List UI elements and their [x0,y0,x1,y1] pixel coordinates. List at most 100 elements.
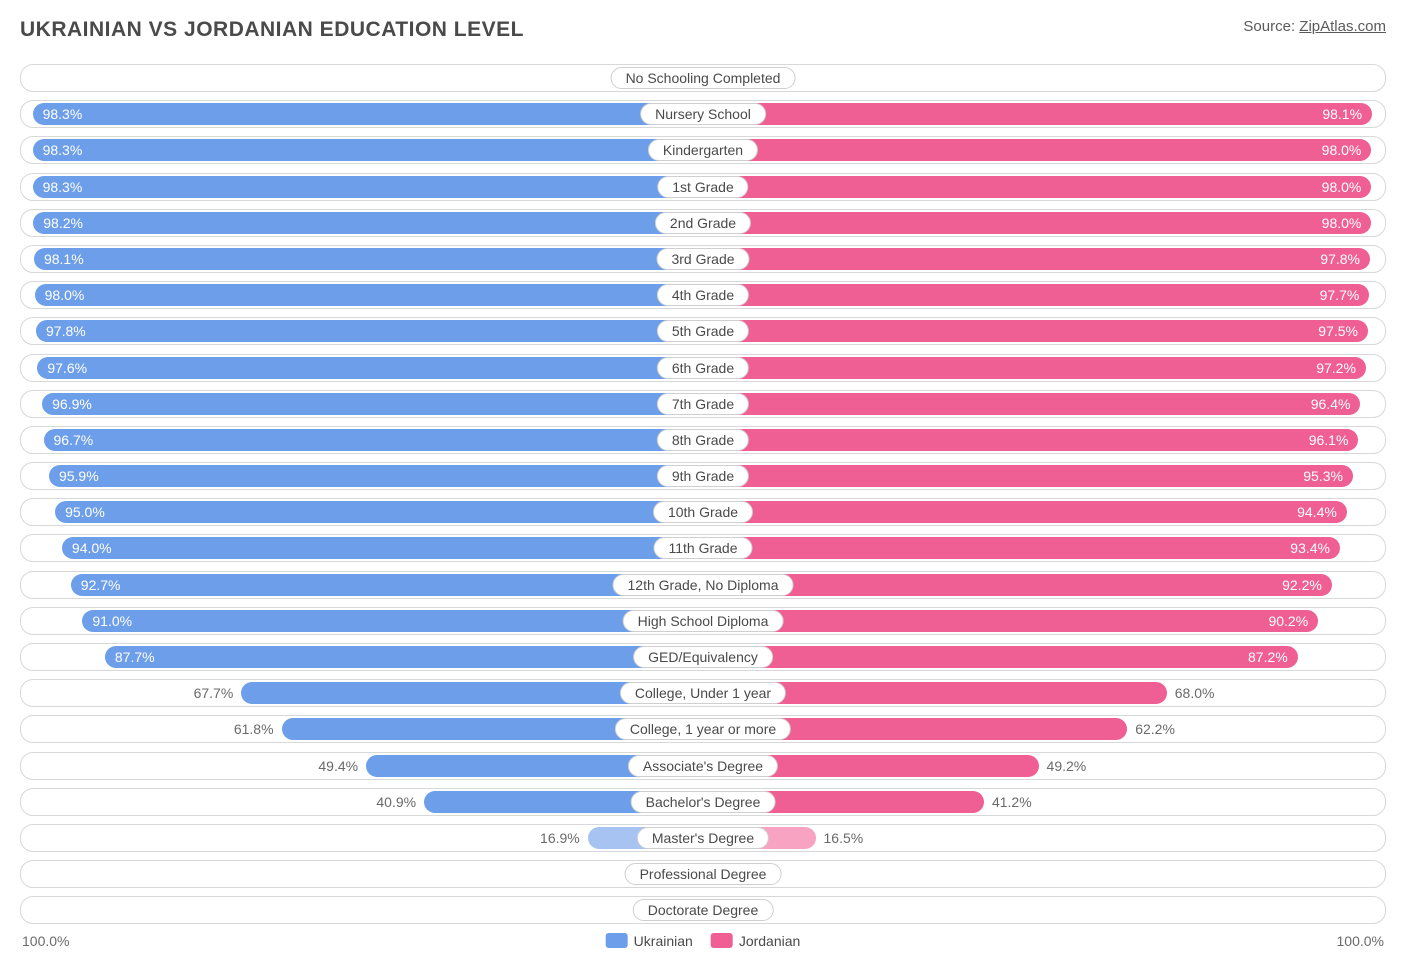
value-right: 62.2% [1135,721,1175,737]
chart-row: 98.0%97.7%4th Grade [20,281,1386,309]
value-right: 92.2% [1282,577,1322,593]
chart-title: UKRAINIAN VS JORDANIAN EDUCATION LEVEL [20,18,524,42]
chart-row: 92.7% 92.2% 12th Grade, No Diploma [20,571,1386,599]
bar-right [703,465,1353,487]
bar-left [33,212,703,234]
category-label: 6th Grade [657,357,749,379]
value-left: 87.7% [115,649,155,665]
category-label: Nursery School [640,103,766,125]
category-label: 3rd Grade [656,248,749,270]
diverging-bar-chart: 1.8%2.0%No Schooling Completed 98.3% 98.1%… [20,64,1386,924]
value-left: 95.0% [65,504,105,520]
value-right: 87.2% [1248,649,1288,665]
category-label: 8th Grade [657,429,749,451]
category-label: Kindergarten [648,139,758,161]
bar-right [703,574,1332,596]
chart-row: 2.1%2.0%Doctorate Degree [20,896,1386,924]
bar-left [34,248,703,270]
value-right: 96.4% [1311,396,1351,412]
bar-right [703,501,1347,523]
legend-item-left: Ukrainian [606,933,693,949]
chart-row: 97.6% 97.2% 6th Grade [20,354,1386,382]
legend-label-right: Jordanian [739,933,801,949]
bar-left [62,537,703,559]
legend-label-left: Ukrainian [634,933,693,949]
chart-row: 98.3% 98.0% Kindergarten [20,136,1386,164]
category-label: 12th Grade, No Diploma [613,574,794,596]
category-label: 1st Grade [657,176,748,198]
chart-row: 5.1%4.7%Professional Degree [20,860,1386,888]
value-right: 97.8% [1320,251,1360,267]
chart-row: 96.9%96.4%7th Grade [20,390,1386,418]
value-left: 94.0% [72,540,112,556]
bar-right [703,537,1340,559]
chart-row: 40.9%41.2%Bachelor's Degree [20,788,1386,816]
bar-left [49,465,703,487]
value-right: 97.2% [1316,360,1356,376]
chart-footer: 100.0% Ukrainian Jordanian 100.0% [20,933,1386,955]
bar-right [703,103,1372,125]
bar-left [33,103,703,125]
value-left: 92.7% [81,577,121,593]
chart-row: 97.8%97.5%5th Grade [20,317,1386,345]
category-label: High School Diploma [623,610,784,632]
value-left: 98.2% [43,215,83,231]
value-left: 98.0% [45,287,85,303]
bar-right [703,610,1318,632]
chart-row: 94.0%93.4%11th Grade [20,534,1386,562]
value-left: 98.3% [43,106,83,122]
value-right: 49.2% [1047,758,1087,774]
bar-left [55,501,703,523]
bar-right [703,320,1368,342]
category-label: 11th Grade [653,537,752,559]
chart-container: UKRAINIAN VS JORDANIAN EDUCATION LEVEL S… [0,0,1406,975]
value-right: 41.2% [992,794,1032,810]
value-left: 61.8% [234,721,274,737]
value-right: 16.5% [824,830,864,846]
chart-row: 49.4%49.2%Associate's Degree [20,752,1386,780]
value-right: 98.1% [1322,106,1362,122]
axis-right-label: 100.0% [1337,933,1384,949]
value-right: 98.0% [1322,215,1362,231]
bar-right [703,176,1371,198]
source-attribution: Source: ZipAtlas.com [1243,18,1386,35]
value-right: 98.0% [1322,179,1362,195]
value-left: 97.6% [47,360,87,376]
category-label: Professional Degree [625,863,782,885]
bar-left [33,176,703,198]
value-right: 97.5% [1318,323,1358,339]
value-right: 98.0% [1322,142,1362,158]
chart-row: 67.7%68.0%College, Under 1 year [20,679,1386,707]
value-left: 98.1% [44,251,84,267]
category-label: Associate's Degree [628,755,778,777]
category-label: GED/Equivalency [633,646,773,668]
legend-swatch-right [711,933,733,948]
chart-row: 87.7% 87.2% GED/Equivalency [20,643,1386,671]
bar-right [703,284,1369,306]
chart-row: 1.8%2.0%No Schooling Completed [20,64,1386,92]
category-label: 9th Grade [657,465,749,487]
value-right: 90.2% [1268,613,1308,629]
bar-left [42,393,703,415]
legend: Ukrainian Jordanian [606,933,801,949]
bar-left [36,320,703,342]
axis-left-label: 100.0% [22,933,69,949]
category-label: College, 1 year or more [615,718,791,740]
bar-right [703,429,1358,451]
source-prefix: Source: [1243,18,1299,35]
bar-left [37,357,703,379]
bar-right [703,393,1360,415]
chart-row: 91.0%90.2%High School Diploma [20,607,1386,635]
bar-right [703,357,1366,379]
value-right: 95.3% [1303,468,1343,484]
bar-right [703,248,1370,270]
value-left: 97.8% [46,323,86,339]
chart-row: 98.3%98.0%1st Grade [20,173,1386,201]
bar-left [105,646,703,668]
category-label: Doctorate Degree [633,899,774,921]
value-left: 98.3% [43,142,83,158]
value-right: 97.7% [1320,287,1360,303]
source-link[interactable]: ZipAtlas.com [1299,18,1386,35]
value-left: 96.9% [52,396,92,412]
category-label: 10th Grade [653,501,753,523]
